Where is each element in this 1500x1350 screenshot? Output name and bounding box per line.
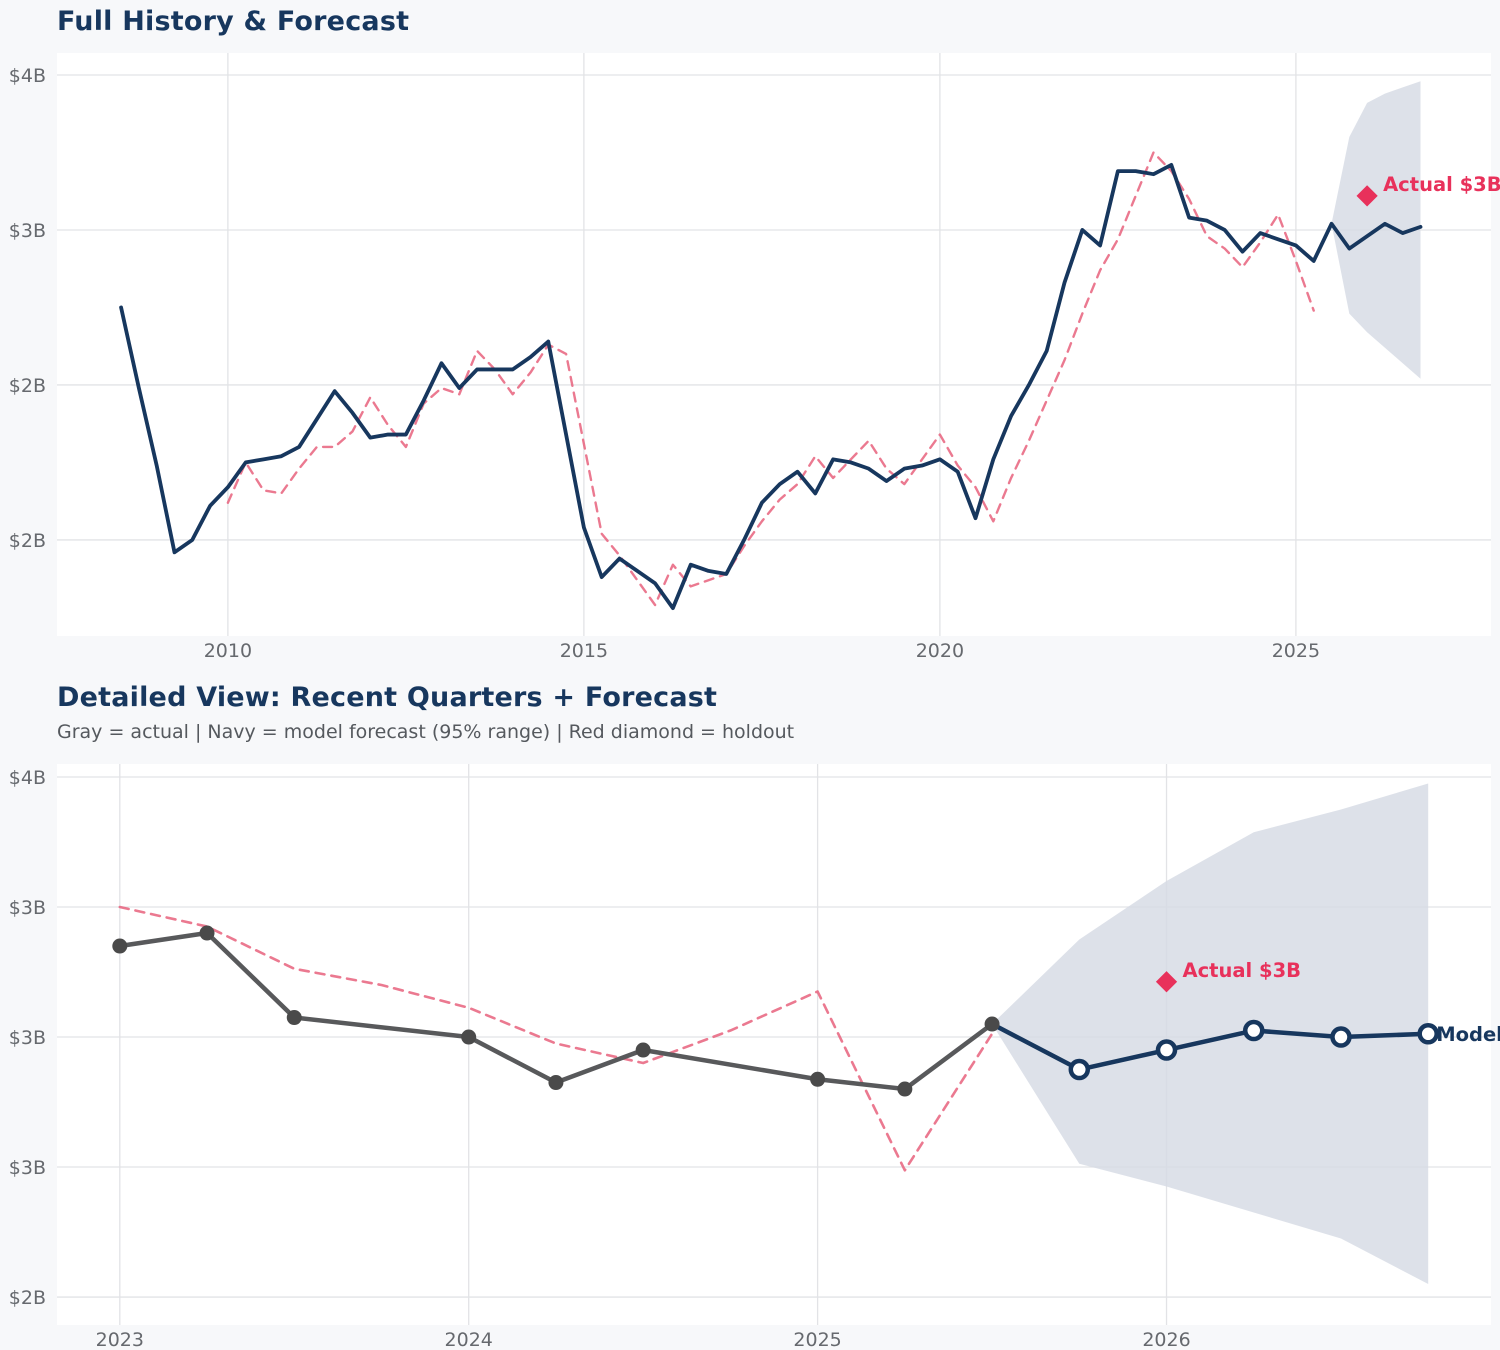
annotation-label: Actual $3B [1183, 959, 1302, 982]
model-fit-line [226, 151, 1315, 607]
y-tick-label: $2B [9, 1287, 46, 1309]
actual-point-marker [635, 1042, 651, 1058]
model-forecast-point-marker [1417, 1023, 1439, 1045]
y-tick-label: $2B [9, 375, 46, 397]
actual-point-marker [286, 1010, 302, 1026]
actual-point-marker [984, 1016, 1000, 1032]
model-fit-line [118, 905, 994, 1172]
annotation-label: Model [1436, 1023, 1500, 1046]
x-tick-label: 2025 [1272, 640, 1320, 662]
actual-point-marker [548, 1075, 564, 1091]
actual-point-marker [810, 1071, 826, 1087]
x-tick-label: 2015 [560, 640, 608, 662]
x-tick-label: 2020 [916, 640, 964, 662]
chart-title-full-history: Full History & Forecast [57, 6, 410, 37]
plot-area [57, 53, 1491, 636]
y-tick-label: $3B [9, 1027, 46, 1049]
y-tick-label: $3B [9, 897, 46, 919]
forecast-band [992, 783, 1429, 1285]
chart-title-detailed-view: Detailed View: Recent Quarters + Forecas… [57, 682, 718, 713]
x-tick-label: 2010 [204, 640, 252, 662]
actual-point-marker [897, 1081, 913, 1097]
y-tick-label: $4B [9, 767, 46, 789]
y-tick-label: $4B [9, 65, 46, 87]
model-forecast-point-marker [1242, 1019, 1265, 1042]
chart-subtitle-legend-key: Gray = actual | Navy = model forecast (9… [57, 721, 795, 743]
annotation-label: Actual $3B [1383, 173, 1500, 196]
actual-point-marker [199, 925, 215, 941]
y-tick-label: $3B [9, 220, 46, 242]
x-tick-label: 2023 [96, 1329, 144, 1350]
y-tick-label: $2B [9, 530, 46, 552]
x-tick-label: 2026 [1142, 1329, 1190, 1350]
actual-point-marker [112, 938, 128, 954]
detailed-view-chart: 2023 2024 2025 2026 $4B $3B $3B $3B $2B Actual $3… [9, 764, 1500, 1350]
actual-and-forecast-line [119, 162, 1423, 611]
model-forecast-line [989, 1021, 1431, 1072]
model-forecast-point-marker [1155, 1039, 1178, 1061]
model-forecast-point-marker [1068, 1058, 1091, 1081]
full-history-chart: 2010 2015 2020 2025 $4B $3B $2B $2B Actual $3B [9, 53, 1500, 662]
actual-point-marker [461, 1029, 477, 1045]
y-tick-label: $3B [9, 1157, 46, 1179]
x-tick-label: 2025 [793, 1329, 841, 1350]
x-tick-label: 2024 [445, 1329, 493, 1350]
model-forecast-point-marker [1330, 1026, 1352, 1048]
